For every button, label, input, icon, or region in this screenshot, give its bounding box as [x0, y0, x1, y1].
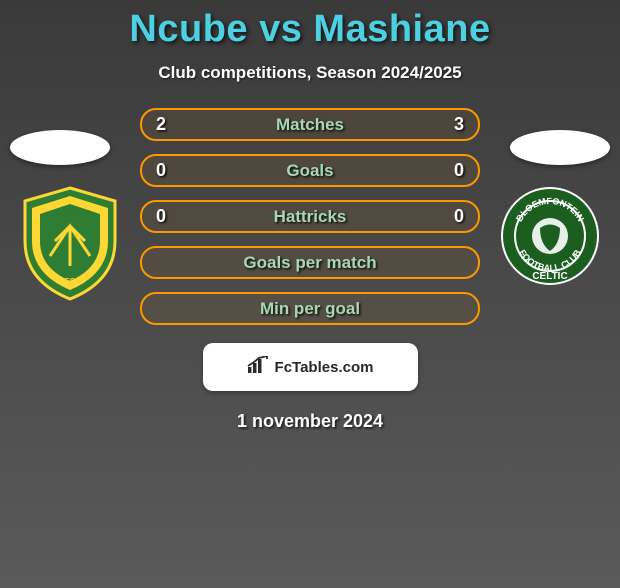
- svg-text:CELTIC: CELTIC: [532, 271, 567, 282]
- stat-left-value: 2: [156, 114, 176, 135]
- stat-left-value: 0: [156, 206, 176, 227]
- stat-right-value: 3: [444, 114, 464, 135]
- stat-label: Matches: [176, 115, 444, 135]
- svg-text:LAMONTVILLE: LAMONTVILLE: [50, 210, 89, 216]
- brand-text: FcTables.com: [275, 359, 374, 376]
- page-title: Ncube vs Mashiane: [0, 8, 620, 51]
- stats-container: 2 Matches 3 0 Goals 0 0 Hattricks 0 Goal…: [140, 108, 480, 325]
- right-club-badge: BLOEMFONTEIN FOOTBALL CLUB CELTIC: [500, 186, 600, 286]
- stat-row-matches: 2 Matches 3: [140, 108, 480, 141]
- stat-left-value: 0: [156, 160, 176, 181]
- fctables-brand-box[interactable]: FcTables.com: [203, 343, 418, 391]
- stat-row-hattricks: 0 Hattricks 0: [140, 200, 480, 233]
- left-club-badge: LAMONTVILLE GOLDEN ARROWS FC: [20, 186, 120, 301]
- chart-icon: [247, 356, 269, 379]
- stat-row-goals-per-match: Goals per match: [140, 246, 480, 279]
- left-country-flag: [10, 130, 110, 165]
- stat-label: Hattricks: [176, 207, 444, 227]
- svg-text:GOLDEN ARROWS: GOLDEN ARROWS: [43, 218, 97, 224]
- stat-label: Goals per match: [176, 253, 444, 273]
- stat-right-value: 0: [444, 206, 464, 227]
- stat-label: Goals: [176, 161, 444, 181]
- stat-label: Min per goal: [176, 299, 444, 319]
- subtitle: Club competitions, Season 2024/2025: [0, 63, 620, 83]
- stat-right-value: 0: [444, 160, 464, 181]
- date-text: 1 november 2024: [0, 411, 620, 432]
- right-country-flag: [510, 130, 610, 165]
- stat-row-min-per-goal: Min per goal: [140, 292, 480, 325]
- stat-row-goals: 0 Goals 0: [140, 154, 480, 187]
- svg-text:FC: FC: [65, 277, 76, 286]
